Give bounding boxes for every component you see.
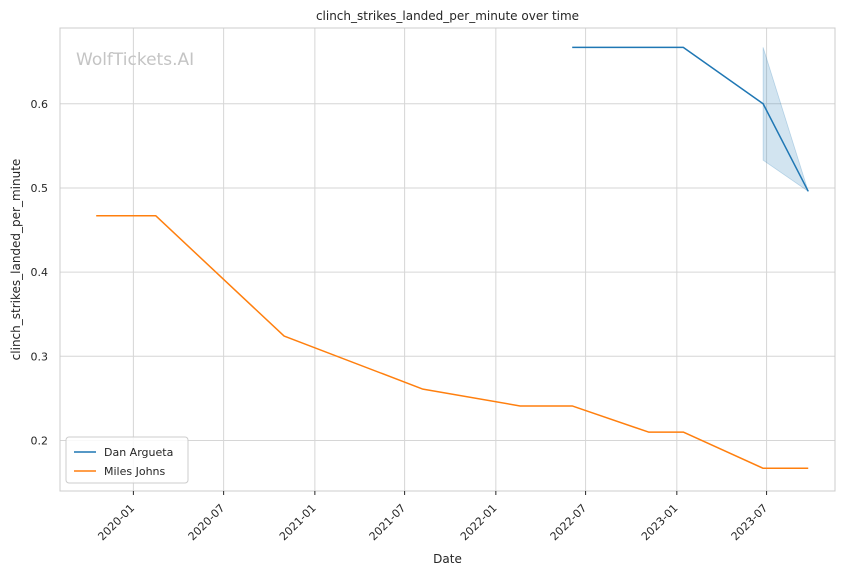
y-axis-label: clinch_strikes_landed_per_minute <box>9 159 23 361</box>
x-axis-label: Date <box>433 552 462 566</box>
grid <box>60 28 835 491</box>
x-tick-label: 2022-07 <box>548 502 590 544</box>
x-axis-ticks: 2020-01 2020-07 2021-01 2021-07 2022-01 2022-… <box>95 491 770 543</box>
series-line-1 <box>96 214 809 470</box>
y-tick-label: 0.2 <box>31 434 49 447</box>
chart-title: clinch_strikes_landed_per_minute over ti… <box>316 9 579 23</box>
x-tick-label: 2020-07 <box>186 502 228 544</box>
legend-label-1: Miles Johns <box>104 465 166 478</box>
y-tick-label: 0.5 <box>31 182 49 195</box>
x-tick-label: 2021-01 <box>277 502 319 544</box>
x-tick-label: 2020-01 <box>95 502 137 544</box>
legend-box <box>65 436 189 484</box>
x-tick-label: 2022-01 <box>458 502 500 544</box>
y-tick-label: 0.6 <box>31 98 49 111</box>
legend: Dan Argueta Miles Johns <box>65 436 189 484</box>
confidence-bands <box>762 47 809 193</box>
watermark: WolfTickets.AI <box>76 50 194 70</box>
series-line-0 <box>572 46 809 192</box>
x-tick-label: 2023-01 <box>639 502 681 544</box>
legend-label-0: Dan Argueta <box>104 446 173 459</box>
confidence-band-0 <box>762 47 809 193</box>
x-tick-label: 2021-07 <box>367 502 409 544</box>
y-tick-label: 0.3 <box>31 350 49 363</box>
y-tick-label: 0.4 <box>31 266 49 279</box>
series-lines <box>96 46 809 470</box>
plot-frame <box>59 27 836 492</box>
x-tick-label: 2023-07 <box>729 502 771 544</box>
y-axis-ticks: 0.2 0.3 0.4 0.5 0.6 <box>31 98 49 448</box>
